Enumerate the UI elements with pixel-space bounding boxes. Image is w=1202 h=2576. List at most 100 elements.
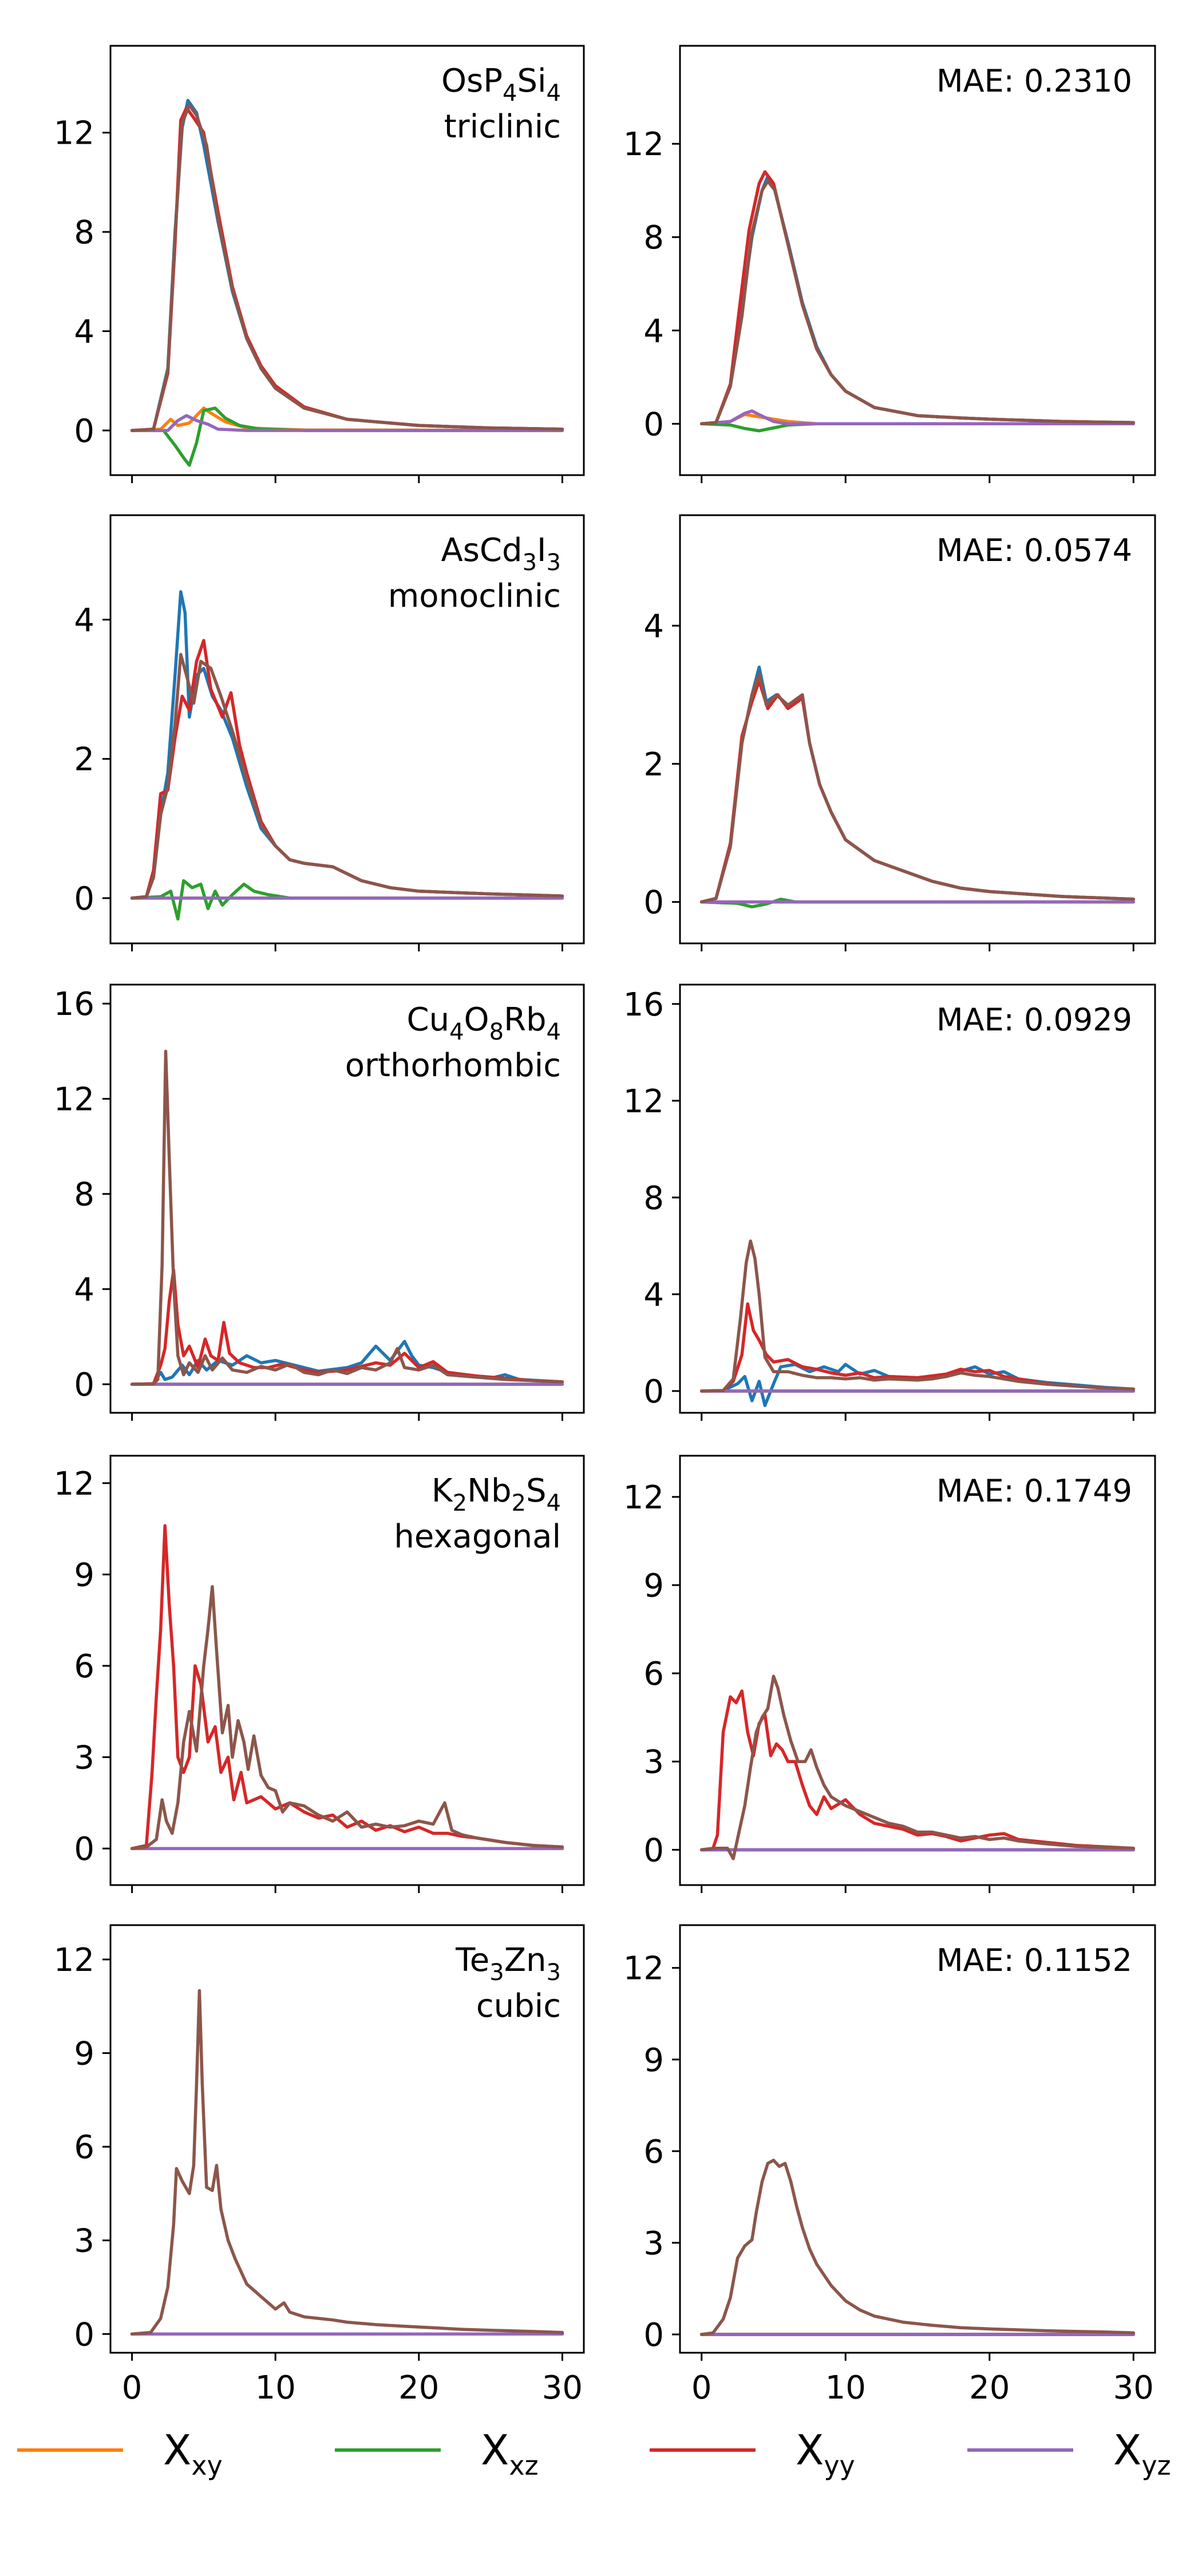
series-group bbox=[699, 1239, 1136, 1408]
mae-annotation: MAE: 0.0574 bbox=[936, 532, 1132, 568]
series-line-0 bbox=[130, 590, 564, 900]
formula-label: Cu4​O8​Rb4​ bbox=[407, 1001, 562, 1045]
series-line-4 bbox=[130, 414, 564, 432]
mae-annotation: MAE: 0.1152 bbox=[936, 1942, 1132, 1978]
y-tick-label: 4 bbox=[74, 602, 94, 639]
plot-frame bbox=[679, 1455, 1156, 1886]
legend-subscript: xz bbox=[509, 2450, 538, 2481]
formula-label: K2​Nb2​S4​ bbox=[432, 1472, 561, 1516]
x-tick-label: 0 bbox=[691, 2369, 712, 2407]
formula-subscript: 4 bbox=[503, 80, 517, 106]
formula-subscript: 4 bbox=[547, 1019, 561, 1045]
y-tick-label: 12 bbox=[54, 115, 94, 152]
y-tick-label: 6 bbox=[74, 2129, 94, 2166]
formula-part: Si bbox=[517, 62, 546, 100]
series-line-5 bbox=[130, 1989, 564, 2336]
y-tick-label: 8 bbox=[74, 1176, 94, 1214]
legend-subscript: yz bbox=[1141, 2450, 1171, 2481]
y-tick-label: 9 bbox=[643, 2042, 664, 2079]
mae-annotation: MAE: 0.2310 bbox=[936, 63, 1132, 99]
y-tick-label: 8 bbox=[74, 214, 94, 251]
series-line-3 bbox=[699, 679, 1136, 904]
legend-subscript: xy bbox=[191, 2450, 222, 2481]
series-line-5 bbox=[699, 2159, 1136, 2336]
formula-subscript: 3 bbox=[547, 1959, 561, 1986]
y-tick-label: 6 bbox=[74, 1648, 94, 1685]
x-tick-label: 30 bbox=[1113, 2369, 1154, 2407]
panel-row4-left: 0 3 6 9 12 K2​Nb2​S4​hexagonal bbox=[54, 1455, 585, 1893]
plot-frame bbox=[679, 983, 1156, 1414]
formula-part: Rb bbox=[504, 1001, 546, 1038]
series-line-3 bbox=[130, 106, 564, 432]
series-line-3 bbox=[699, 1689, 1136, 1852]
y-tick-label: 4 bbox=[643, 313, 664, 350]
series-line-4 bbox=[699, 409, 1136, 426]
y-tick-label: 9 bbox=[643, 1567, 664, 1605]
formula-subscript: 4 bbox=[547, 80, 561, 106]
formula-subscript: 3 bbox=[547, 550, 561, 576]
plot-frame bbox=[109, 1455, 585, 1886]
y-tick-label: 4 bbox=[74, 314, 94, 351]
legend-symbol: X bbox=[1113, 2426, 1141, 2474]
formula-part: Cu bbox=[407, 1001, 450, 1038]
y-tick-label: 12 bbox=[623, 1083, 664, 1120]
series-line-5 bbox=[699, 1239, 1136, 1393]
y-tick-label: 8 bbox=[643, 219, 664, 256]
formula-part: K bbox=[432, 1472, 453, 1510]
legend-label: Xxy bbox=[163, 2426, 223, 2481]
crystal-system-label: cubic bbox=[476, 1988, 561, 2025]
y-tick-label: 8 bbox=[643, 1180, 664, 1217]
y-tick-label: 12 bbox=[623, 1479, 664, 1516]
formula-part: OsP bbox=[441, 62, 503, 100]
y-tick-label: 3 bbox=[74, 1740, 94, 1777]
y-tick-label: 16 bbox=[54, 986, 94, 1023]
panel-row4-right: 0 3 6 9 12 MAE: 0.1749 bbox=[623, 1455, 1156, 1893]
crystal-system-label: orthorhombic bbox=[345, 1047, 561, 1084]
formula-part: O bbox=[464, 1001, 489, 1038]
series-group bbox=[699, 1674, 1136, 1860]
x-tick-label: 10 bbox=[255, 2369, 296, 2407]
series-line-3 bbox=[699, 1302, 1136, 1393]
x-tick-label: 30 bbox=[542, 2369, 583, 2407]
legend-symbol: X bbox=[796, 2426, 824, 2474]
y-tick-label: 4 bbox=[643, 608, 664, 645]
formula-label: AsCd3​I3​ bbox=[441, 532, 561, 576]
formula-label: OsP4​Si4​ bbox=[441, 62, 561, 106]
plot-frame bbox=[679, 514, 1156, 945]
panel-row2-right: 0 2 4 MAE: 0.0574 bbox=[643, 514, 1156, 951]
series-group bbox=[699, 170, 1136, 433]
legend-subscript: yy bbox=[824, 2450, 855, 2481]
y-tick-label: 3 bbox=[643, 1744, 664, 1781]
panel-row1-right: 0 4 8 12 MAE: 0.2310 bbox=[623, 45, 1156, 483]
series-group bbox=[130, 1524, 564, 1850]
y-tick-label: 12 bbox=[623, 1950, 664, 1988]
crystal-system-label: monoclinic bbox=[388, 578, 561, 615]
formula-subscript: 3 bbox=[523, 550, 537, 576]
panel-row5-right: 0 3 6 9 12 0 10 20 30 MAE: 0.1152 bbox=[623, 1924, 1156, 2407]
x-tick-label: 20 bbox=[969, 2369, 1010, 2407]
legend-entry-yz: Xyz bbox=[967, 2426, 1171, 2481]
plot-frame bbox=[679, 1924, 1156, 2354]
y-tick-label: 9 bbox=[74, 2036, 94, 2073]
formula-subscript: 4 bbox=[449, 1019, 464, 1045]
series-line-5 bbox=[130, 1585, 564, 1850]
series-line-2 bbox=[130, 879, 564, 921]
legend-entry-xz: Xxz bbox=[335, 2426, 539, 2481]
series-group bbox=[699, 2159, 1136, 2336]
crystal-system-label: triclinic bbox=[444, 108, 561, 145]
y-tick-label: 0 bbox=[74, 1831, 94, 1868]
series-line-5 bbox=[130, 104, 564, 432]
formula-label: Te3​Zn3​ bbox=[455, 1942, 561, 1986]
y-tick-label: 12 bbox=[54, 1081, 94, 1118]
plot-frame bbox=[109, 1924, 585, 2354]
x-tick-label: 10 bbox=[825, 2369, 866, 2407]
formula-subscript: 2 bbox=[512, 1490, 526, 1516]
series-line-0 bbox=[699, 1362, 1136, 1408]
series-line-0 bbox=[130, 98, 564, 432]
legend-entry-yy: Xyy bbox=[650, 2426, 855, 2481]
series-line-0 bbox=[699, 175, 1136, 426]
y-tick-label: 0 bbox=[643, 2317, 664, 2354]
crystal-system-label: hexagonal bbox=[394, 1518, 561, 1555]
y-tick-label: 0 bbox=[74, 413, 94, 450]
series-line-3 bbox=[699, 170, 1136, 426]
